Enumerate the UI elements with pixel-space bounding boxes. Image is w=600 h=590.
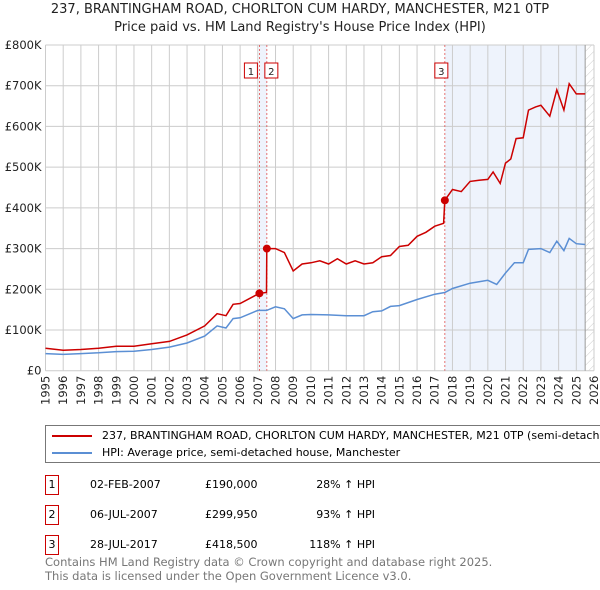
x-tick-label: 2004	[198, 376, 212, 405]
marker-label: 1	[248, 67, 254, 78]
footer-line-1: Contains HM Land Registry data © Crown c…	[45, 555, 493, 569]
transaction-price: £299,950	[205, 508, 258, 521]
y-tick-label: £800K	[5, 38, 42, 52]
x-tick-label: 2018	[445, 376, 459, 405]
x-tick-label: 1999	[109, 376, 123, 405]
chart-title: 237, BRANTINGHAM ROAD, CHORLTON CUM HARD…	[50, 2, 550, 17]
y-tick-label: £700K	[5, 79, 42, 93]
x-tick-label: 2021	[499, 376, 513, 405]
x-tick-label: 2005	[215, 376, 229, 405]
transaction-number: 3	[45, 535, 59, 555]
marker-box-1	[243, 62, 258, 79]
y-tick-label: £200K	[5, 282, 42, 296]
sale-point-1	[255, 289, 264, 298]
transaction-hpi-change: 28% ↑ HPI	[316, 478, 375, 491]
x-tick-label: 2001	[145, 376, 159, 405]
y-tick-label: £0	[27, 364, 42, 378]
legend-label: 237, BRANTINGHAM ROAD, CHORLTON CUM HARD…	[102, 429, 600, 442]
x-tick-label: 2000	[127, 376, 141, 405]
x-tick-label: 2026	[587, 376, 600, 405]
legend-swatch-red	[52, 435, 92, 437]
transaction-hpi-change: 118% ↑ HPI	[309, 538, 375, 551]
price-chart: 1995 1996 1997 1998 1999 2000 2001 2002 2003 2004…	[5, 38, 600, 405]
x-tick-label: 2023	[534, 376, 548, 405]
legend-swatch-blue	[52, 452, 92, 454]
x-tick-label: 2006	[233, 376, 247, 405]
x-tick-label: 2017	[428, 376, 442, 405]
x-tick-label: 2011	[322, 376, 336, 405]
x-tick-label: 2007	[251, 376, 265, 405]
x-tick-label: 2014	[375, 376, 389, 405]
legend-item-hpi: HPI: Average price, semi-detached house,…	[52, 445, 400, 461]
transaction-hpi-change: 93% ↑ HPI	[316, 508, 375, 521]
sale-point-2	[262, 244, 271, 253]
x-tick-label: 2013	[357, 376, 371, 405]
hpi-line	[45, 237, 586, 356]
legend: 237, BRANTINGHAM ROAD, CHORLTON CUM HARD…	[45, 425, 600, 463]
property-price-line	[45, 81, 586, 352]
x-tick-label: 2016	[410, 376, 424, 405]
transaction-number: 1	[45, 475, 59, 495]
x-tick-label: 2009	[286, 376, 300, 405]
sale-point-3	[440, 196, 449, 205]
x-tick-label: 1995	[39, 376, 53, 405]
transaction-date: 02-FEB-2007	[90, 478, 161, 491]
transaction-price: £418,500	[205, 538, 258, 551]
marker-label: 3	[438, 67, 444, 78]
transaction-date: 06-JUL-2007	[90, 508, 158, 521]
x-tick-label: 2020	[481, 376, 495, 405]
footer-line-2: This data is licensed under the Open Gov…	[45, 569, 412, 583]
marker-box-2	[264, 62, 279, 79]
x-tick-label: 2002	[162, 376, 176, 405]
x-tick-label: 2012	[339, 376, 353, 405]
marker-box-3	[434, 62, 449, 79]
x-tick-label: 2008	[269, 376, 283, 405]
transaction-date: 28-JUL-2017	[90, 538, 158, 551]
x-tick-label: 2024	[552, 376, 566, 405]
x-tick-label: 1997	[74, 376, 88, 405]
legend-item-property: 237, BRANTINGHAM ROAD, CHORLTON CUM HARD…	[52, 428, 600, 444]
legend-label: HPI: Average price, semi-detached house,…	[102, 446, 401, 459]
x-tick-label: 2019	[463, 376, 477, 405]
x-tick-label: 2025	[569, 376, 583, 405]
x-tick-label: 2015	[392, 376, 406, 405]
chart-subtitle: Price paid vs. HM Land Registry's House …	[114, 20, 486, 35]
x-tick-label: 2022	[516, 376, 530, 405]
x-tick-label: 1998	[92, 376, 106, 405]
y-tick-label: £300K	[5, 242, 42, 256]
y-tick-label: £100K	[5, 323, 42, 337]
transaction-price: £190,000	[205, 478, 258, 491]
y-tick-label: £600K	[5, 119, 42, 133]
transaction-number: 2	[45, 505, 59, 525]
y-tick-label: £400K	[5, 201, 42, 215]
marker-label: 2	[268, 67, 274, 78]
x-tick-label: 2003	[180, 376, 194, 405]
x-tick-label: 1996	[56, 376, 70, 405]
y-tick-label: £500K	[5, 160, 42, 174]
x-tick-label: 2010	[304, 376, 318, 405]
